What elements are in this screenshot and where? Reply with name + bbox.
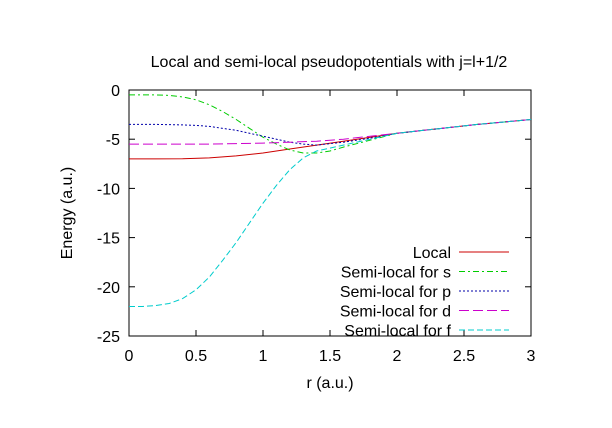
legend-label: Semi-local for s <box>341 265 451 282</box>
y-tick-label: -5 <box>106 132 120 149</box>
plot-area: 0 0.5 1 1.5 2 2.5 3 0 -5 -10 -15 -20 -25 <box>97 83 536 365</box>
chart-title: Local and semi-local pseudopotentials wi… <box>151 54 508 71</box>
y-tick-label: 0 <box>111 83 120 100</box>
axis-frame <box>128 89 532 337</box>
legend-label: Semi-local for d <box>340 304 451 321</box>
legend-label: Semi-local for p <box>340 284 451 301</box>
x-tick-label: 1.5 <box>319 348 341 365</box>
legend-label: Semi-local for f <box>344 323 451 340</box>
y-tick-label: -20 <box>97 280 120 297</box>
series-line-3 <box>129 119 532 145</box>
y-tick-label: -25 <box>97 329 120 346</box>
y-axis-ticks: 0 -5 -10 -15 -20 -25 <box>97 83 531 346</box>
x-tick-label: 0.5 <box>185 348 207 365</box>
x-axis-label: r (a.u.) <box>306 375 353 392</box>
series-line-2 <box>129 119 532 146</box>
legend-label: Local <box>413 245 451 262</box>
y-tick-label: -10 <box>97 181 120 198</box>
x-axis-ticks: 0 0.5 1 1.5 2 2.5 3 <box>125 90 536 365</box>
x-tick-label: 1 <box>259 348 268 365</box>
x-tick-label: 2.5 <box>453 348 475 365</box>
x-tick-label: 2 <box>393 348 402 365</box>
series-line-4 <box>129 119 532 307</box>
legend: Local Semi-local for s Semi-local for p Sem… <box>340 245 509 340</box>
x-tick-label: 3 <box>527 348 536 365</box>
series-lines <box>129 94 532 307</box>
y-axis-label: Energy (a.u.) <box>59 167 76 259</box>
y-tick-label: -15 <box>97 231 120 248</box>
x-tick-label: 0 <box>125 348 134 365</box>
